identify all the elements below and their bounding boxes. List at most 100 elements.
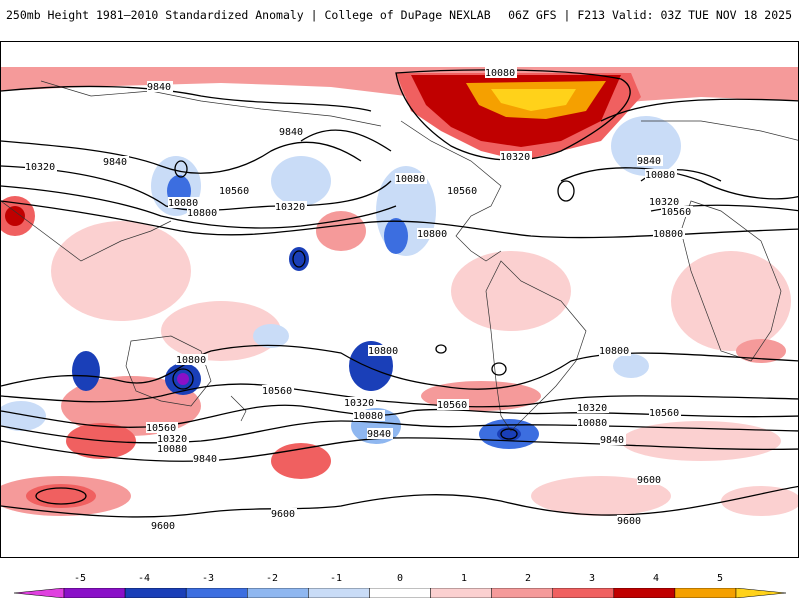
contour-label: 10560 <box>437 400 467 411</box>
contour-10320-europe <box>560 167 798 200</box>
colorbar-segment <box>491 588 553 598</box>
colorbar-label: 0 <box>396 573 404 584</box>
contour-label: 10560 <box>146 423 176 434</box>
southern-positive-7 <box>621 421 781 461</box>
colorbar-segment <box>369 588 431 598</box>
contour-label: 10800 <box>417 229 447 240</box>
contour-9840-europe <box>600 98 798 122</box>
contour-label: 10800 <box>176 355 206 366</box>
contour-label: 10560 <box>661 207 691 218</box>
contour-9600-south <box>1 485 798 518</box>
colorbar-segment <box>552 588 615 598</box>
closed-contour-1 <box>35 487 87 505</box>
contour-label: 10080 <box>485 68 515 79</box>
positive-region-4 <box>671 251 791 351</box>
contour-label: 9840 <box>279 127 303 138</box>
contour-label: 10320 <box>649 197 679 208</box>
negative-cell-6 <box>72 351 100 391</box>
contour-label: 10320 <box>500 152 530 163</box>
coastlines <box>1 80 798 432</box>
contour-10080-south <box>1 420 798 444</box>
contour-label: 10080 <box>395 174 425 185</box>
colorbar-segment <box>735 588 786 598</box>
positive-anomaly-shading <box>1 67 798 516</box>
closed-contour-5 <box>557 180 575 202</box>
colorbar-segment <box>674 588 737 598</box>
arctic-coast <box>40 80 382 127</box>
colorbar <box>14 588 786 598</box>
colorbar-label: 4 <box>652 573 660 584</box>
asia-positive-cell-core <box>5 206 25 226</box>
colorbar-labels: -5 -4 -3 -2 -1 0 1 2 3 4 5 <box>0 573 800 587</box>
contour-label: 10560 <box>649 408 679 419</box>
contour-label: 10320 <box>25 162 55 173</box>
colorbar-segment <box>613 588 676 598</box>
colorbar-label: 3 <box>588 573 596 584</box>
closed-contour-2 <box>292 250 306 268</box>
closed-contour-8 <box>500 428 518 440</box>
positive-region-3 <box>451 251 571 331</box>
contour-10080-north <box>1 140 362 174</box>
colorbar-label: 5 <box>716 573 724 584</box>
map-panel: 9840 10080 9840 10320 9840 10080 10560 1… <box>0 41 799 558</box>
negative-cell-5 <box>289 247 309 271</box>
contour-label: 9600 <box>271 509 295 520</box>
colorbar-label: -3 <box>201 573 215 584</box>
closed-contour-3 <box>172 368 194 390</box>
colorbar-label: 2 <box>524 573 532 584</box>
contour-10800-south <box>1 344 798 390</box>
contour-label: 10320 <box>275 202 305 213</box>
negative-cell-7-core <box>177 373 189 385</box>
contour-label: 10080 <box>645 170 675 181</box>
positive-region-1 <box>51 221 191 321</box>
colorbar-label: -4 <box>137 573 151 584</box>
southern-positive-6 <box>721 486 798 516</box>
contour-label: 9840 <box>193 454 217 465</box>
contour-label: 9840 <box>600 435 624 446</box>
asia-coast <box>1 200 172 262</box>
north-america-coast <box>400 120 502 262</box>
colorbar-segment <box>124 588 187 598</box>
australia-coast <box>125 335 212 407</box>
southern-positive-1 <box>61 376 201 436</box>
contour-label: 10320 <box>157 434 187 445</box>
contour-label: 10080 <box>168 198 198 209</box>
contour-label: 10800 <box>187 208 217 219</box>
negative-cell-9 <box>253 324 289 348</box>
contour-label: 9600 <box>151 521 175 532</box>
contour-label: 9600 <box>617 516 641 527</box>
south-america-coast <box>485 260 587 432</box>
colorbar-label: -2 <box>265 573 279 584</box>
contour-label: 10800 <box>368 346 398 357</box>
contour-label: 9840 <box>147 82 171 93</box>
contour-label: 10800 <box>653 229 683 240</box>
header: 250mb Height 1981–2010 Standardized Anom… <box>0 0 800 36</box>
contour-label: 10560 <box>219 186 249 197</box>
negative-cell-12 <box>613 354 649 378</box>
southern-positive-5 <box>531 476 671 516</box>
map-title: 250mb Height 1981–2010 Standardized Anom… <box>6 8 491 22</box>
colorbar-segment <box>63 588 126 598</box>
contour-10560-north <box>1 185 397 229</box>
colorbar-segment <box>14 588 65 598</box>
contour-label: 10080 <box>157 444 187 455</box>
contour-label: 9600 <box>637 475 661 486</box>
contour-10800-north <box>1 200 798 239</box>
new-zealand-coast <box>230 395 247 422</box>
contour-label: 9840 <box>103 157 127 168</box>
contour-9840-alaska <box>300 129 392 152</box>
contour-label: 9840 <box>637 156 661 167</box>
colorbar-label: 1 <box>460 573 468 584</box>
contour-label: 9840 <box>367 429 391 440</box>
greenland-anomaly-peak <box>491 89 576 111</box>
closed-contour-7 <box>435 344 447 354</box>
positive-region-2 <box>316 211 366 251</box>
contour-label: 10320 <box>344 398 374 409</box>
negative-cell-3-core <box>384 218 408 254</box>
contour-label: 10560 <box>262 386 292 397</box>
colorbar-segment <box>185 588 248 598</box>
contour-9840-north <box>1 85 372 112</box>
colorbar-segments <box>14 588 786 598</box>
colorbar-label: -1 <box>329 573 343 584</box>
negative-cell-2 <box>271 156 331 206</box>
